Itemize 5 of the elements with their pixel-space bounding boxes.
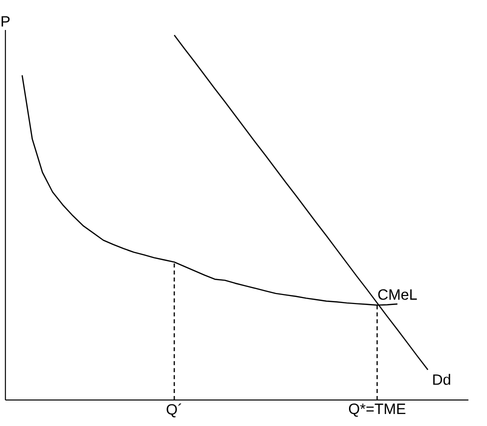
y-axis-title: P: [2, 16, 10, 26]
series-label: CMeL: [378, 289, 417, 300]
x-tick-label: Q´: [166, 404, 182, 418]
series-label: Dd: [433, 374, 450, 385]
x-tick-label: Q*=TME: [348, 404, 406, 417]
